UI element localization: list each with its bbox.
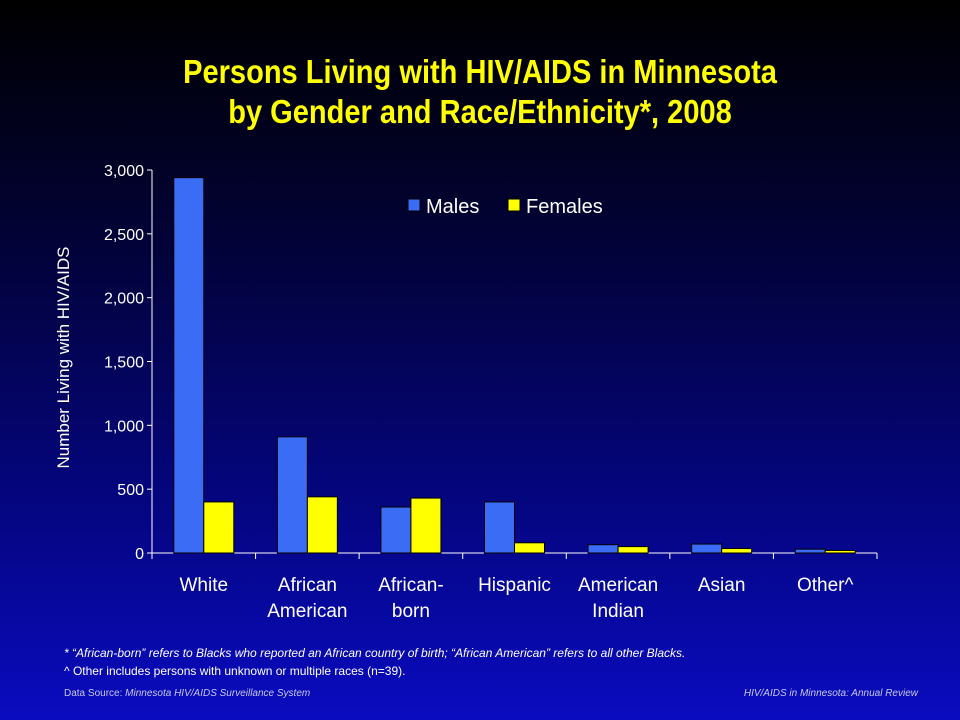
bar-females-3 (514, 542, 545, 554)
bar-females-1 (306, 496, 338, 554)
x-tick-label: African- (378, 575, 443, 596)
y-tick-label: 2,500 (104, 227, 144, 244)
bar-males-4 (587, 544, 619, 554)
legend-swatch-males (407, 198, 421, 212)
y-tick-label: 500 (117, 482, 144, 499)
bar-males-0 (173, 177, 205, 554)
bar-females-0 (203, 501, 235, 554)
bar-females-5 (721, 548, 753, 554)
legend-label-females: Females (526, 196, 603, 218)
y-tick-label: 1,500 (104, 355, 144, 372)
footer-source-label: Data Source: (64, 688, 123, 699)
y-tick-label: 1,000 (104, 418, 144, 435)
footer-source-name: Minnesota HIV/AIDS Surveillance System (125, 688, 311, 699)
x-tick-label: African (278, 575, 337, 596)
bar-males-6 (794, 548, 826, 554)
legend-swatch-females (507, 198, 521, 212)
x-tick-label: born (392, 601, 430, 622)
bar-males-2 (380, 506, 412, 554)
footer-report-name: HIV/AIDS in Minnesota: Annual Review (743, 688, 918, 699)
x-tick-label: Indian (592, 601, 644, 622)
y-tick-label: 3,000 (104, 163, 144, 180)
y-tick-label: 0 (135, 546, 144, 563)
bar-males-3 (484, 501, 515, 554)
footer-data-source: Data Source: Minnesota HIV/AIDS Surveill… (64, 688, 310, 699)
bar-females-2 (410, 497, 442, 554)
footnote-other: ^ Other includes persons with unknown or… (64, 664, 406, 678)
x-tick-label: White (179, 575, 228, 596)
y-axis-title: Number Living with HIV/AIDS (54, 246, 73, 468)
bar-females-6 (824, 549, 856, 554)
y-tick-label: 2,000 (104, 291, 144, 308)
bar-females-4 (617, 546, 649, 554)
legend-label-males: Males (426, 196, 479, 218)
x-tick-label: Other^ (797, 575, 854, 596)
title-line-2: by Gender and Race/Ethnicity*, 2008 (228, 93, 732, 130)
x-tick-label: Asian (698, 575, 746, 596)
footnote-african-born: * “African-born” refers to Blacks who re… (64, 646, 686, 660)
bar-males-5 (691, 543, 723, 554)
x-tick-label: Hispanic (478, 575, 551, 596)
x-tick-label: American (578, 575, 658, 596)
chart-title: Persons Living with HIV/AIDS in Minnesot… (0, 52, 960, 132)
title-line-1: Persons Living with HIV/AIDS in Minnesot… (183, 53, 777, 90)
bar-males-1 (276, 436, 308, 554)
x-tick-label: American (267, 601, 347, 622)
